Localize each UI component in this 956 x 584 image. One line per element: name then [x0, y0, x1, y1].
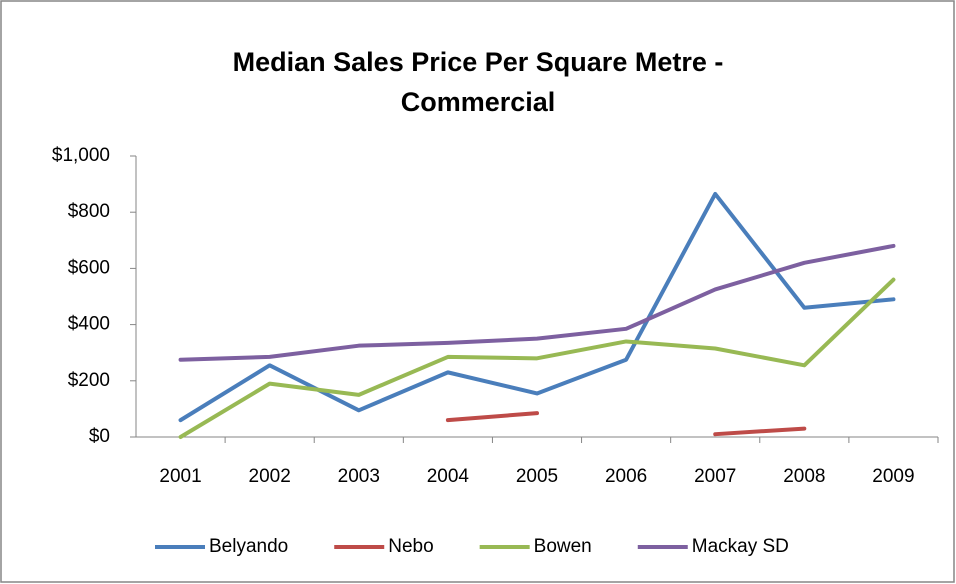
- y-tick-label: $600: [68, 257, 110, 278]
- x-tick-label: 2001: [159, 466, 201, 487]
- legend-label: Belyando: [209, 536, 288, 557]
- legend-label: Nebo: [388, 536, 433, 557]
- x-tick-label: 2002: [249, 466, 291, 487]
- legend-label: Mackay SD: [692, 536, 789, 557]
- x-tick-label: 2007: [694, 466, 736, 487]
- y-tick-label: $400: [68, 314, 110, 335]
- series-line: [445, 411, 807, 437]
- x-tick-label: 2008: [783, 466, 825, 487]
- x-tick-label: 2006: [605, 466, 647, 487]
- chart-title: Median Sales Price Per Square Metre - Co…: [232, 47, 724, 117]
- legend-label: Bowen: [534, 536, 592, 557]
- series-line: [178, 243, 896, 362]
- y-tick-label: $800: [68, 201, 110, 222]
- series-line: [178, 277, 896, 439]
- y-tick-label: $1,000: [52, 145, 110, 166]
- x-tick-label: 2003: [338, 466, 380, 487]
- y-tick-label: $200: [68, 370, 110, 391]
- x-tick-label: 2004: [427, 466, 470, 487]
- x-tick-label: 2009: [872, 466, 914, 487]
- y-tick-label: $0: [89, 426, 110, 447]
- x-tick-label: 2005: [516, 466, 558, 487]
